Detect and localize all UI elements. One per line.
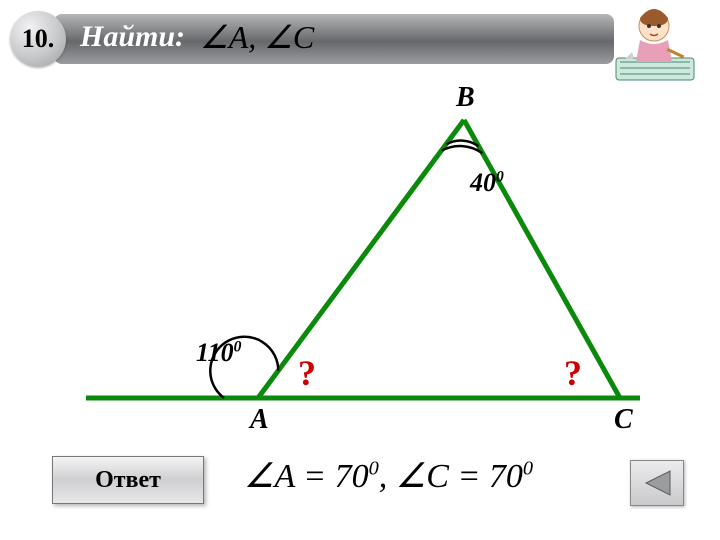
angle-b-arc-outer — [442, 146, 483, 153]
angle-icon: ∠ — [396, 458, 426, 495]
angle-icon: ∠ — [244, 458, 274, 495]
side-bc — [464, 120, 620, 398]
unknown-angle-a: ? — [298, 352, 316, 394]
vertex-c-label: C — [614, 404, 633, 436]
vertex-a-label: A — [250, 404, 269, 436]
back-button[interactable] — [630, 460, 684, 506]
back-triangle-icon — [642, 469, 672, 497]
answer-text: ∠A = 700, ∠C = 700 — [244, 456, 533, 496]
unknown-angle-c: ? — [564, 352, 582, 394]
stage: 10. Найти: ∠A, ∠C A B C 1100 400 — [0, 0, 720, 540]
answer-button[interactable]: Ответ — [52, 456, 204, 504]
vertex-b-label: B — [456, 82, 475, 114]
side-ab — [258, 120, 464, 398]
angle-b-label: 400 — [470, 168, 504, 198]
answer-button-label: Ответ — [95, 467, 161, 494]
ext-angle-a-label: 1100 — [196, 338, 241, 368]
